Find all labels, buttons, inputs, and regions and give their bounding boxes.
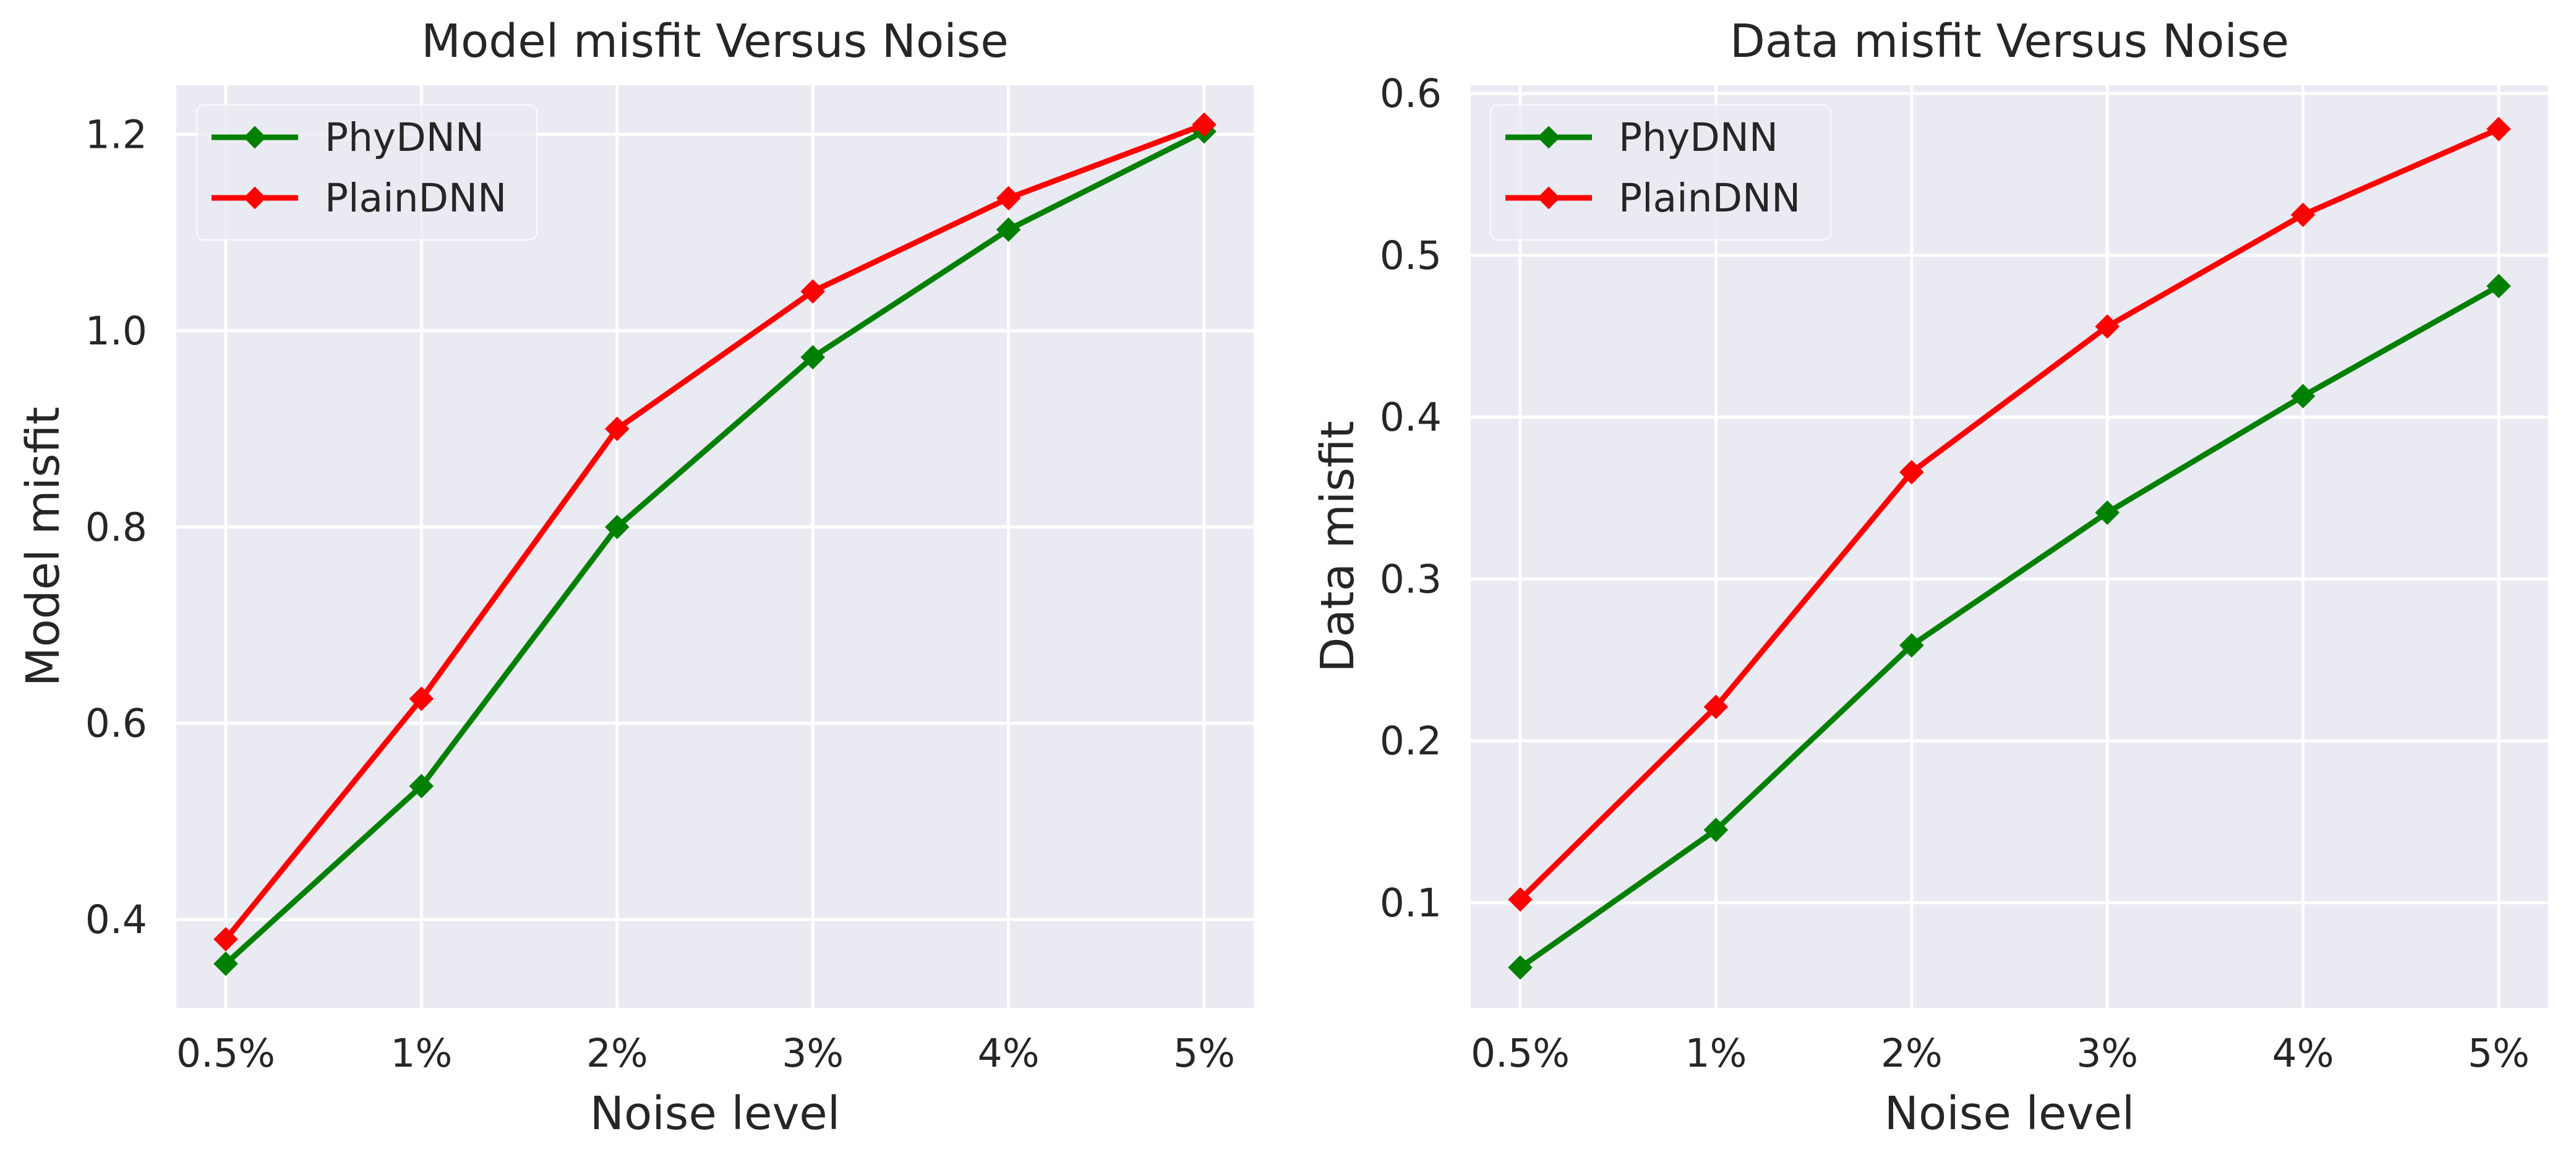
data-point-phydnn [2486, 273, 2511, 299]
data-point-plaindnn [2486, 116, 2511, 142]
series-line-plaindnn [223, 121, 1207, 942]
chart-title: Data misfit Versus Noise [1730, 15, 2289, 68]
data-point-phydnn [2095, 500, 2120, 525]
data-point-plaindnn [2290, 202, 2316, 228]
x-tick-label: 5% [2468, 1031, 2530, 1076]
x-tick-label: 2% [586, 1031, 648, 1076]
y-tick-label: 0.3 [1380, 557, 1442, 602]
y-tick-label: 0.2 [1380, 719, 1442, 764]
legend-label-phydnn: PhyDNN [1619, 115, 1778, 160]
x-tick-label: 0.5% [176, 1031, 275, 1076]
data-point-plaindnn [1899, 459, 1924, 485]
y-tick-label: 0.5 [1380, 233, 1442, 278]
y-tick-labels: 0.4 0.6 0.8 1.0 1.2 [85, 112, 147, 942]
data-point-phydnn [2290, 383, 2316, 409]
legend-marker-plaindnn [243, 186, 267, 210]
y-axis-label: Model misfit [17, 407, 70, 687]
chart-title: Model misfit Versus Noise [421, 15, 1009, 68]
legend: PhyDNN PlainDNN [1490, 105, 1831, 241]
legend-marker-plaindnn [1537, 186, 1560, 210]
x-axis-label: Noise level [1885, 1087, 2135, 1140]
y-tick-label: 1.2 [85, 112, 147, 157]
series-line-phydnn [223, 129, 1207, 967]
x-tick-label: 1% [390, 1031, 452, 1076]
data-point-plaindnn [409, 686, 434, 711]
legend-label-phydnn: PhyDNN [325, 115, 484, 160]
x-tick-label: 3% [782, 1031, 844, 1076]
x-tick-label: 2% [1881, 1031, 1943, 1076]
y-tick-label: 0.4 [85, 897, 147, 942]
data-point-phydnn [1508, 955, 1533, 980]
series-line-plaindnn [1517, 126, 2502, 903]
legend-marker-phydnn [1537, 126, 1560, 149]
x-tick-label: 0.5% [1471, 1031, 1570, 1076]
y-axis-label: Data misfit [1311, 420, 1364, 672]
legend-label-plaindnn: PlainDNN [325, 176, 507, 221]
data-point-phydnn [409, 774, 434, 799]
series-layer [1508, 116, 2511, 980]
data-point-plaindnn [2095, 314, 2120, 339]
y-tick-label: 0.8 [85, 505, 147, 550]
data-point-phydnn [1899, 633, 1924, 658]
data-point-phydnn [800, 344, 825, 370]
data-point-plaindnn [605, 416, 630, 442]
x-tick-label: 1% [1685, 1031, 1747, 1076]
x-tick-label: 5% [1173, 1031, 1235, 1076]
x-axis-label: Noise level [590, 1087, 841, 1140]
legend-marker-phydnn [243, 126, 267, 149]
data-point-phydnn [1703, 817, 1729, 842]
gridlines [176, 85, 1254, 1008]
y-tick-labels: 0.1 0.2 0.3 0.4 0.5 0.6 [1380, 71, 1442, 926]
y-tick-label: 0.4 [1380, 395, 1442, 440]
y-tick-label: 0.1 [1380, 881, 1442, 926]
x-tick-labels: 0.5% 1% 2% 3% 4% 5% [176, 1031, 1235, 1076]
data-point-phydnn [605, 514, 630, 540]
x-tick-label: 4% [978, 1031, 1040, 1076]
series-layer [213, 112, 1217, 976]
y-tick-label: 0.6 [1380, 71, 1442, 116]
data-misfit-chart: 0.5% 1% 2% 3% 4% 5% 0.1 0.2 0.3 0.4 0.5 0.6 Data m… [1311, 15, 2548, 1140]
legend: PhyDNN PlainDNN [196, 105, 537, 241]
x-tick-label: 3% [2076, 1031, 2138, 1076]
y-tick-label: 1.0 [85, 309, 147, 354]
x-tick-label: 4% [2272, 1031, 2334, 1076]
legend-label-plaindnn: PlainDNN [1619, 176, 1800, 221]
model-misfit-chart: 0.5% 1% 2% 3% 4% 5% 0.4 0.6 0.8 1.0 1.2 Model mis… [17, 15, 1254, 1140]
x-tick-labels: 0.5% 1% 2% 3% 4% 5% [1471, 1031, 2530, 1076]
data-point-plaindnn [1508, 887, 1533, 912]
series-line-phydnn [1517, 283, 2502, 971]
data-point-plaindnn [1703, 694, 1729, 719]
y-tick-label: 0.6 [85, 701, 147, 746]
